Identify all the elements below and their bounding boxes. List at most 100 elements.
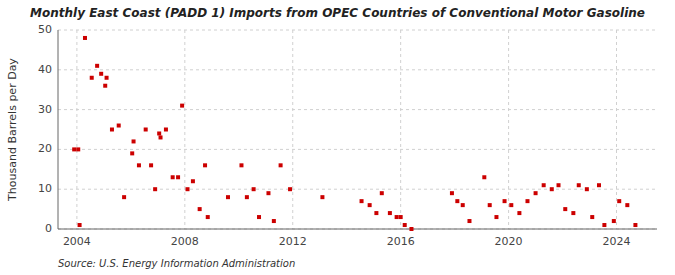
point bbox=[488, 203, 492, 207]
point bbox=[455, 199, 459, 203]
y-tick-label: 20 bbox=[38, 142, 52, 155]
point bbox=[110, 128, 114, 132]
point bbox=[103, 84, 107, 88]
x-grid-line bbox=[184, 30, 185, 229]
point bbox=[90, 76, 94, 80]
y-grid-line bbox=[58, 30, 657, 31]
point bbox=[509, 203, 513, 207]
point bbox=[95, 64, 99, 68]
point bbox=[83, 36, 87, 40]
point bbox=[186, 187, 190, 191]
point bbox=[149, 163, 153, 167]
point bbox=[72, 147, 76, 151]
point bbox=[403, 223, 407, 227]
y-grid-line bbox=[58, 69, 657, 70]
y-tick-label: 30 bbox=[38, 103, 52, 116]
point bbox=[602, 223, 606, 227]
point bbox=[245, 195, 249, 199]
point bbox=[557, 183, 561, 187]
point bbox=[176, 175, 180, 179]
point bbox=[198, 207, 202, 211]
point bbox=[130, 151, 134, 155]
point bbox=[157, 131, 161, 135]
point bbox=[494, 215, 498, 219]
x-grid-line bbox=[400, 30, 401, 229]
point bbox=[117, 124, 121, 128]
point bbox=[395, 215, 399, 219]
x-tick-label: 2004 bbox=[63, 235, 91, 248]
point bbox=[525, 199, 529, 203]
y-grid-line bbox=[58, 149, 657, 150]
point bbox=[368, 203, 372, 207]
point bbox=[279, 163, 283, 167]
point bbox=[226, 195, 230, 199]
point bbox=[191, 179, 195, 183]
point bbox=[76, 147, 80, 151]
point bbox=[517, 211, 521, 215]
point bbox=[164, 128, 168, 132]
x-tick-label: 2024 bbox=[603, 235, 631, 248]
point bbox=[180, 104, 184, 108]
y-grid-line bbox=[58, 109, 657, 110]
point bbox=[597, 183, 601, 187]
point bbox=[461, 203, 465, 207]
point bbox=[239, 163, 243, 167]
point bbox=[159, 135, 163, 139]
point bbox=[137, 163, 141, 167]
point bbox=[571, 211, 575, 215]
point bbox=[542, 183, 546, 187]
point bbox=[612, 219, 616, 223]
point bbox=[380, 191, 384, 195]
x-tick-label: 2012 bbox=[279, 235, 307, 248]
x-tick-label: 2020 bbox=[495, 235, 523, 248]
y-grid-line bbox=[58, 189, 657, 190]
point bbox=[272, 219, 276, 223]
point bbox=[482, 175, 486, 179]
point bbox=[320, 195, 324, 199]
y-tick-label: 10 bbox=[38, 182, 52, 195]
point bbox=[288, 187, 292, 191]
point bbox=[266, 191, 270, 195]
x-grid-line bbox=[76, 30, 77, 229]
y-tick-label: 40 bbox=[38, 63, 52, 76]
y-tick-label: 50 bbox=[38, 23, 52, 36]
point bbox=[590, 215, 594, 219]
point bbox=[153, 187, 157, 191]
x-grid-line bbox=[292, 30, 293, 229]
title: Monthly East Coast (PADD 1) Imports from… bbox=[30, 6, 645, 20]
point bbox=[503, 199, 507, 203]
y-axis-label: Thousand Barrels per Day bbox=[6, 58, 19, 202]
point bbox=[206, 215, 210, 219]
x-tick-label: 2008 bbox=[171, 235, 199, 248]
point bbox=[633, 223, 637, 227]
point bbox=[78, 223, 82, 227]
grid bbox=[58, 30, 657, 229]
point bbox=[252, 187, 256, 191]
point bbox=[409, 227, 413, 231]
point bbox=[360, 199, 364, 203]
x-grid-line bbox=[616, 30, 617, 229]
x-axis-line bbox=[58, 229, 657, 230]
point bbox=[388, 211, 392, 215]
point bbox=[617, 199, 621, 203]
point bbox=[585, 187, 589, 191]
point bbox=[563, 207, 567, 211]
point bbox=[450, 191, 454, 195]
point bbox=[105, 76, 109, 80]
point bbox=[467, 219, 471, 223]
point bbox=[99, 72, 103, 76]
point bbox=[399, 215, 403, 219]
x-tick-label: 2016 bbox=[387, 235, 415, 248]
point bbox=[122, 195, 126, 199]
y-axis-line bbox=[58, 30, 59, 229]
point bbox=[577, 183, 581, 187]
points bbox=[72, 36, 637, 231]
point bbox=[203, 163, 207, 167]
source: Source: U.S. Energy Information Administ… bbox=[58, 258, 295, 269]
chart: 01020304050200420082012201620202024Month… bbox=[0, 0, 675, 275]
point bbox=[625, 203, 629, 207]
point bbox=[534, 191, 538, 195]
point bbox=[550, 187, 554, 191]
point bbox=[374, 211, 378, 215]
point bbox=[132, 139, 136, 143]
